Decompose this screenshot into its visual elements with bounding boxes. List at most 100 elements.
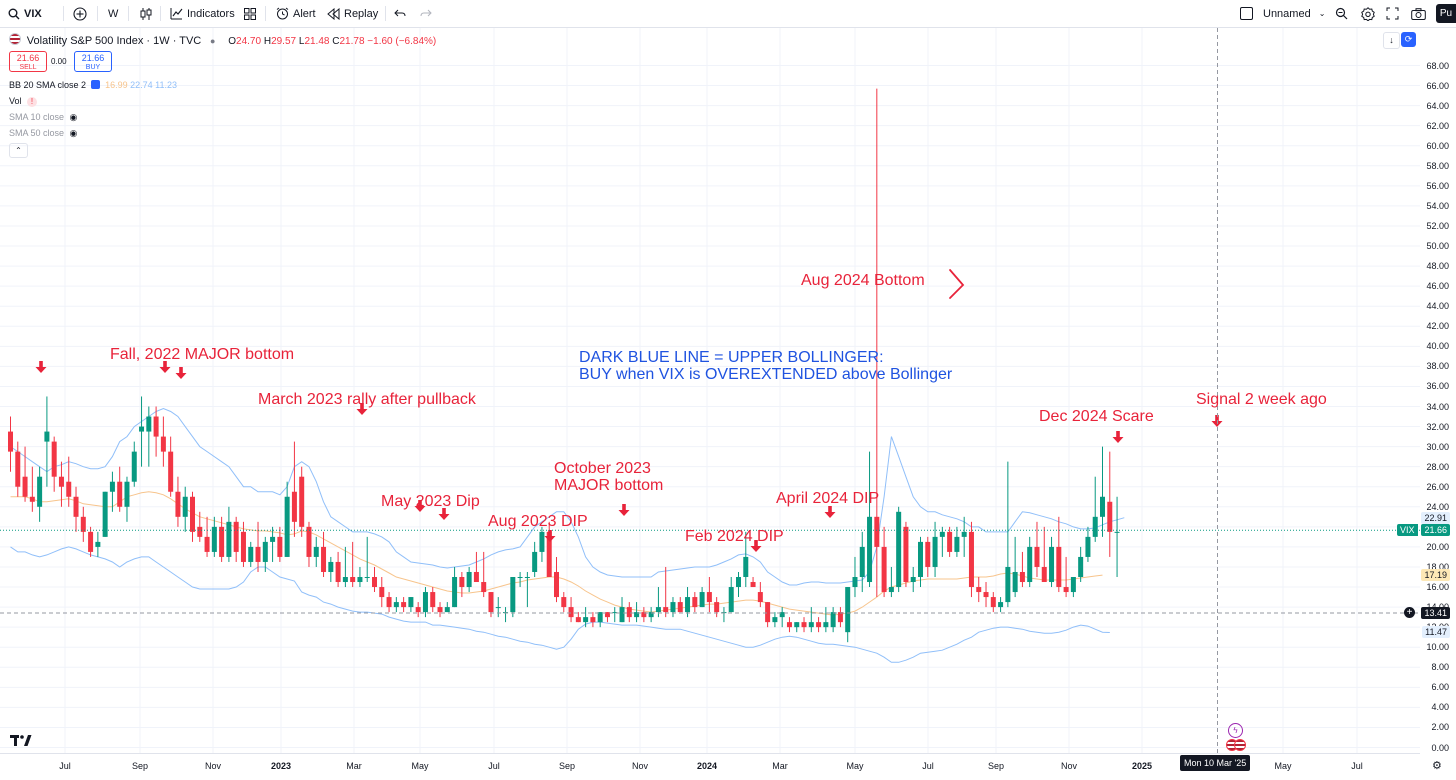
candle-body [998, 602, 1004, 608]
bollinger-upper-line [10, 407, 1125, 586]
interval-button[interactable]: W [108, 0, 118, 27]
annotation-arrow-icon [414, 506, 426, 512]
candle-body [306, 526, 312, 557]
annotation-aug-2024: Aug 2024 Bottom [801, 272, 925, 289]
alert-button[interactable]: Alert [276, 0, 316, 27]
candle-body [15, 451, 21, 487]
candle-body [248, 546, 254, 562]
candle-body [1056, 546, 1062, 588]
compare-button[interactable] [73, 0, 87, 27]
candle-body [117, 481, 123, 507]
templates-button[interactable] [244, 0, 256, 27]
sma50-legend[interactable]: SMA 50 close ◉ [9, 127, 77, 140]
sma50-label: SMA 50 close [9, 128, 65, 138]
price-axis[interactable]: 68.00 66.00 64.00 62.00 60.00 58.00 56.00 54.00… [1420, 28, 1456, 753]
layout-checkbox-icon [1240, 7, 1253, 20]
candle-body [583, 617, 589, 623]
settings-button[interactable] [1361, 0, 1375, 27]
candle-body [655, 607, 661, 613]
warning-icon: ! [27, 97, 38, 107]
fullscreen-button[interactable] [1386, 0, 1399, 27]
candle-body [808, 622, 814, 628]
price-tick-label: 60.00 [1426, 140, 1449, 151]
annotation-arrow-icon [949, 269, 965, 299]
sell-button[interactable]: 21.66 SELL [9, 51, 47, 72]
axis-settings-button[interactable]: ⚙ [1432, 759, 1442, 772]
candle-body [328, 561, 334, 572]
price-tick-label: 4.00 [1431, 702, 1449, 713]
tradingview-logo[interactable] [10, 734, 32, 750]
grid-icon [244, 7, 256, 20]
candle-body [845, 587, 851, 633]
candle-body [634, 612, 640, 618]
candle-body [968, 531, 974, 588]
price-tick-label: 30.00 [1426, 441, 1449, 452]
last-price-tag: 21.66 [1421, 524, 1450, 537]
upper-band-price-tag: 22.91 [1421, 511, 1450, 524]
chart-type-button[interactable] [140, 0, 152, 27]
indicators-button[interactable]: Indicators [170, 0, 235, 27]
auto-scale-button[interactable]: ⟳ [1401, 32, 1416, 47]
candle-body [168, 451, 174, 492]
time-tick-label: Mar [346, 761, 362, 771]
toolbar-divider [160, 6, 161, 21]
spread-value: 0.00 [51, 57, 67, 66]
price-tick-label: 36.00 [1426, 381, 1449, 392]
candle-body [408, 597, 414, 608]
candle-body [88, 531, 94, 552]
candle-body [153, 416, 159, 437]
candle-body [102, 491, 108, 537]
buy-label: BUY [85, 64, 101, 71]
candle-body [1034, 546, 1040, 567]
candle-body [124, 481, 130, 507]
candle-body [466, 571, 472, 588]
buy-button[interactable]: 21.66 BUY [74, 51, 112, 72]
candle-body [430, 592, 436, 608]
sma10-legend[interactable]: SMA 10 close ◉ [9, 111, 77, 124]
undo-button[interactable] [394, 0, 406, 27]
candle-body [233, 521, 239, 552]
annotation-arrow-icon [442, 508, 446, 515]
camera-icon [1411, 7, 1426, 20]
scroll-down-button[interactable]: ↓ [1383, 32, 1400, 49]
grid-lines [0, 28, 1420, 753]
price-tick-label: 38.00 [1426, 361, 1449, 372]
candle-body [313, 546, 319, 557]
vol-legend[interactable]: Vol ! [9, 95, 38, 108]
sell-price: 21.66 [16, 53, 40, 63]
time-tick-label: Nov [631, 761, 649, 771]
redo-button[interactable] [420, 0, 432, 27]
quick-search-button[interactable] [1335, 0, 1348, 27]
symbol-search[interactable]: VIX [8, 0, 42, 27]
replay-button[interactable]: Replay [327, 0, 378, 27]
add-alert-plus-icon[interactable]: + [1404, 607, 1415, 618]
candle-body [736, 577, 741, 588]
candle-body [8, 431, 13, 452]
annotation-oct-2023-line2: MAJOR bottom [554, 477, 664, 494]
candle-body [604, 612, 610, 618]
candle-body [779, 612, 785, 618]
snapshot-button[interactable] [1411, 0, 1426, 27]
lower-band-price-tag: 11.47 [1422, 626, 1450, 639]
annotation-arrow-icon [618, 510, 630, 516]
candle-body [255, 546, 261, 562]
collapse-legend-button[interactable]: ⌃ [9, 143, 28, 158]
candles-icon [140, 7, 152, 20]
economic-events-icon[interactable] [1226, 739, 1246, 751]
dividend-event-icon[interactable]: ϟ [1228, 723, 1243, 738]
candle-body [80, 516, 86, 532]
legend-dot: ● [210, 36, 216, 46]
layout-menu[interactable]: Unnamed ⌄ [1240, 0, 1325, 27]
chevron-down-icon: ⌄ [1318, 9, 1326, 18]
candle-body [182, 496, 188, 517]
bb-legend[interactable]: BB 20 SMA close 2 16.99 22.74 11.23 [9, 79, 177, 92]
candle-body [386, 597, 392, 608]
candle-body [823, 622, 829, 628]
settings-small-icon [90, 80, 100, 89]
publish-button[interactable]: Pu [1436, 4, 1456, 23]
time-tick-label: 2024 [696, 761, 718, 771]
candle-body [1078, 556, 1084, 577]
price-chart[interactable] [0, 28, 1420, 753]
price-tick-label: 48.00 [1426, 261, 1449, 272]
candle-body [990, 597, 996, 608]
